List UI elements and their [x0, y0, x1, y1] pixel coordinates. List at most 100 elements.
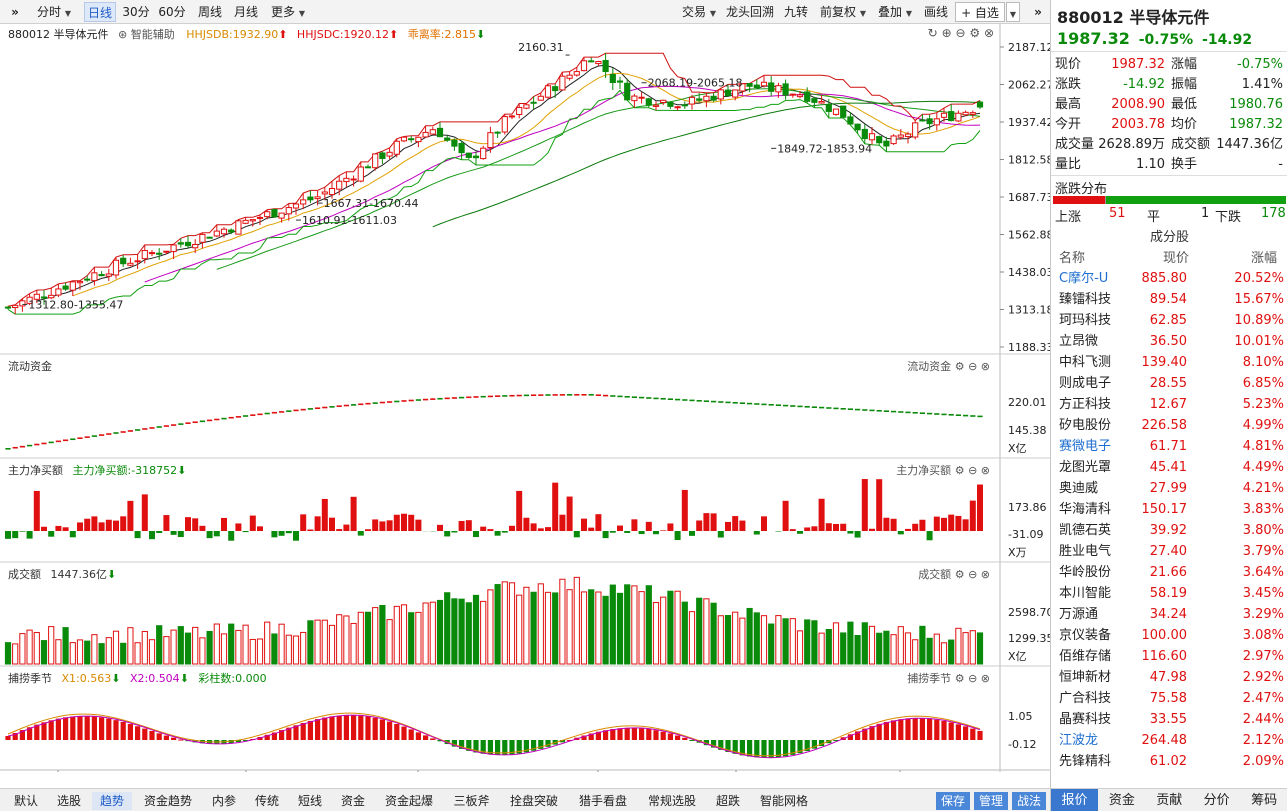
- component-row[interactable]: 方正科技 12.67 5.23%: [1051, 394, 1287, 415]
- quote-tab[interactable]: 资金: [1108, 793, 1135, 808]
- component-row[interactable]: 胜业电气 27.40 3.79%: [1051, 541, 1287, 562]
- component-row[interactable]: 立昂微 36.50 10.01%: [1051, 331, 1287, 352]
- indicator-tab[interactable]: 超跌: [715, 794, 740, 808]
- close-icon[interactable]: ⊗: [983, 26, 994, 40]
- tab-30min[interactable]: 30分: [122, 5, 150, 19]
- tab-more[interactable]: 更多 ▼: [266, 2, 310, 22]
- draw-line-button[interactable]: 画线: [923, 5, 948, 19]
- toolbar-action-button[interactable]: 保存: [936, 792, 970, 810]
- indicator-tab[interactable]: 猎手看盘: [578, 794, 627, 808]
- quote-tab[interactable]: 分价: [1203, 793, 1230, 808]
- indicator-tab[interactable]: 默认: [13, 794, 38, 808]
- component-row[interactable]: 凯德石英 39.92 3.80%: [1051, 520, 1287, 541]
- component-row[interactable]: 珂玛科技 62.85 10.89%: [1051, 310, 1287, 331]
- settings-icon[interactable]: ⚙: [954, 360, 965, 373]
- overlay-menu[interactable]: 叠加 ▼: [874, 2, 916, 22]
- quote-value: 2003.78: [1111, 117, 1165, 132]
- quote-tab[interactable]: 贡献: [1156, 793, 1183, 808]
- component-row[interactable]: 本川智能 58.19 3.45%: [1051, 583, 1287, 604]
- tab-60min[interactable]: 60分: [158, 5, 186, 19]
- quote-tab[interactable]: 报价: [1051, 789, 1098, 811]
- expand-right-icon[interactable]: »: [1034, 5, 1042, 19]
- quote-tab[interactable]: 筹码: [1251, 793, 1278, 808]
- chart-canvas[interactable]: 2187.12 2062.27 1937.42 1812.58 1687.73 1562.…: [0, 24, 1054, 786]
- component-row[interactable]: 矽电股份 226.58 4.99%: [1051, 415, 1287, 436]
- settings-icon[interactable]: ⚙: [954, 464, 965, 477]
- close-icon[interactable]: ⊗: [980, 464, 990, 477]
- component-row[interactable]: 华岭股份 21.66 3.64%: [1051, 562, 1287, 583]
- component-row[interactable]: 臻镭科技 89.54 15.67%: [1051, 289, 1287, 310]
- settings-icon[interactable]: ⚙: [954, 672, 965, 685]
- component-row[interactable]: 佰维存储 116.60 2.97%: [1051, 646, 1287, 667]
- zoom-out-icon[interactable]: ⊖: [968, 672, 978, 685]
- zoom-out-icon[interactable]: ⊖: [968, 464, 978, 477]
- settings-icon[interactable]: ⚙: [969, 26, 981, 40]
- component-row[interactable]: 中科飞测 139.40 8.10%: [1051, 352, 1287, 373]
- flow-title: 流动资金: [8, 360, 52, 373]
- component-row[interactable]: 江波龙 264.48 2.12%: [1051, 730, 1287, 751]
- volume-bar: [256, 638, 264, 665]
- close-icon[interactable]: ⊗: [980, 672, 990, 685]
- indicator-tab[interactable]: 拴盘突破: [509, 794, 558, 808]
- zoom-out-icon[interactable]: ⊖: [968, 360, 978, 373]
- settings-icon[interactable]: ⚙: [954, 568, 965, 581]
- watchlist-dropdown[interactable]: ▼: [1006, 2, 1020, 22]
- component-row[interactable]: 先锋精科 61.02 2.09%: [1051, 751, 1287, 772]
- toolbar-action-button[interactable]: 管理: [974, 792, 1008, 810]
- zoom-out-icon[interactable]: ⊖: [955, 26, 966, 40]
- indicator-tab[interactable]: 趋势: [92, 792, 132, 810]
- component-row[interactable]: C摩尔-U 885.80 20.52%: [1051, 268, 1287, 289]
- toolbar-action-button[interactable]: 战法: [1012, 792, 1046, 810]
- adjust-menu[interactable]: 前复权 ▼: [816, 2, 870, 22]
- season-tools: 捕捞季节 ⚙ ⊖ ⊗: [907, 670, 990, 686]
- indicator-tab[interactable]: 三板斧: [453, 794, 490, 808]
- tab-minute-chart[interactable]: 分时 ▼: [30, 2, 78, 22]
- indicator-tab[interactable]: 资金起爆: [384, 794, 433, 808]
- nine-turn-button[interactable]: 九转: [783, 5, 808, 19]
- indicator-tab[interactable]: 资金: [340, 794, 365, 808]
- indicator-tab[interactable]: 资金趋势: [143, 794, 192, 808]
- close-icon[interactable]: ⊗: [980, 568, 990, 581]
- leader-review-button[interactable]: 龙头回溯: [725, 5, 774, 19]
- component-row[interactable]: 晶赛科技 33.55 2.44%: [1051, 709, 1287, 730]
- candle-body: [624, 82, 631, 101]
- component-row[interactable]: 京仪装备 100.00 3.08%: [1051, 625, 1287, 646]
- tab-monthly[interactable]: 月线: [233, 5, 258, 19]
- trade-menu[interactable]: 交易 ▼: [678, 2, 720, 22]
- indicator-tab[interactable]: 传统: [254, 794, 279, 808]
- component-row[interactable]: 奥迪威 27.99 4.21%: [1051, 478, 1287, 499]
- indicator-tab[interactable]: 智能网格: [759, 794, 808, 808]
- close-icon[interactable]: ⊗: [980, 360, 990, 373]
- tab-weekly[interactable]: 周线: [197, 5, 222, 19]
- indicator-tab[interactable]: 选股: [56, 794, 81, 808]
- component-row[interactable]: 龙图光罩 45.41 4.49%: [1051, 457, 1287, 478]
- zoom-out-icon[interactable]: ⊖: [968, 568, 978, 581]
- zoom-in-icon[interactable]: ⊕: [941, 26, 952, 40]
- tab-daily[interactable]: 日线: [84, 2, 116, 22]
- refresh-icon[interactable]: ↻: [927, 26, 938, 40]
- candle-body: [652, 104, 660, 107]
- component-change: 3.79%: [1242, 544, 1284, 559]
- indicator-tab[interactable]: 常规选股: [647, 794, 696, 808]
- component-row[interactable]: 广合科技 75.58 2.47%: [1051, 688, 1287, 709]
- candle-body: [746, 83, 753, 87]
- indicator-tab[interactable]: 短线: [297, 794, 322, 808]
- component-row[interactable]: 赛微电子 61.71 4.81%: [1051, 436, 1287, 457]
- indicator-tab[interactable]: 内参: [211, 794, 236, 808]
- col-name[interactable]: 名称: [1059, 251, 1086, 266]
- component-row[interactable]: 恒坤新材 47.98 2.92%: [1051, 667, 1287, 688]
- smart-assist-toggle[interactable]: ⊛ 智能辅助: [118, 28, 175, 41]
- flow-bar: [379, 401, 385, 404]
- col-pct[interactable]: 涨幅: [1251, 251, 1278, 266]
- flow-bar: [847, 408, 853, 410]
- component-row[interactable]: 华海清科 150.17 3.83%: [1051, 499, 1287, 520]
- flow-bar: [451, 397, 457, 399]
- component-row[interactable]: 万源通 34.24 3.29%: [1051, 604, 1287, 625]
- col-price[interactable]: 现价: [1163, 251, 1190, 266]
- net-buy-bar: [69, 531, 76, 538]
- chart-area[interactable]: 2187.12 2062.27 1937.42 1812.58 1687.73 1562.…: [0, 24, 1054, 786]
- expand-left-icon[interactable]: »: [11, 5, 19, 19]
- component-change: 2.47%: [1242, 691, 1284, 706]
- component-row[interactable]: 则成电子 28.55 6.85%: [1051, 373, 1287, 394]
- add-watchlist-button[interactable]: + 自选: [955, 2, 1005, 22]
